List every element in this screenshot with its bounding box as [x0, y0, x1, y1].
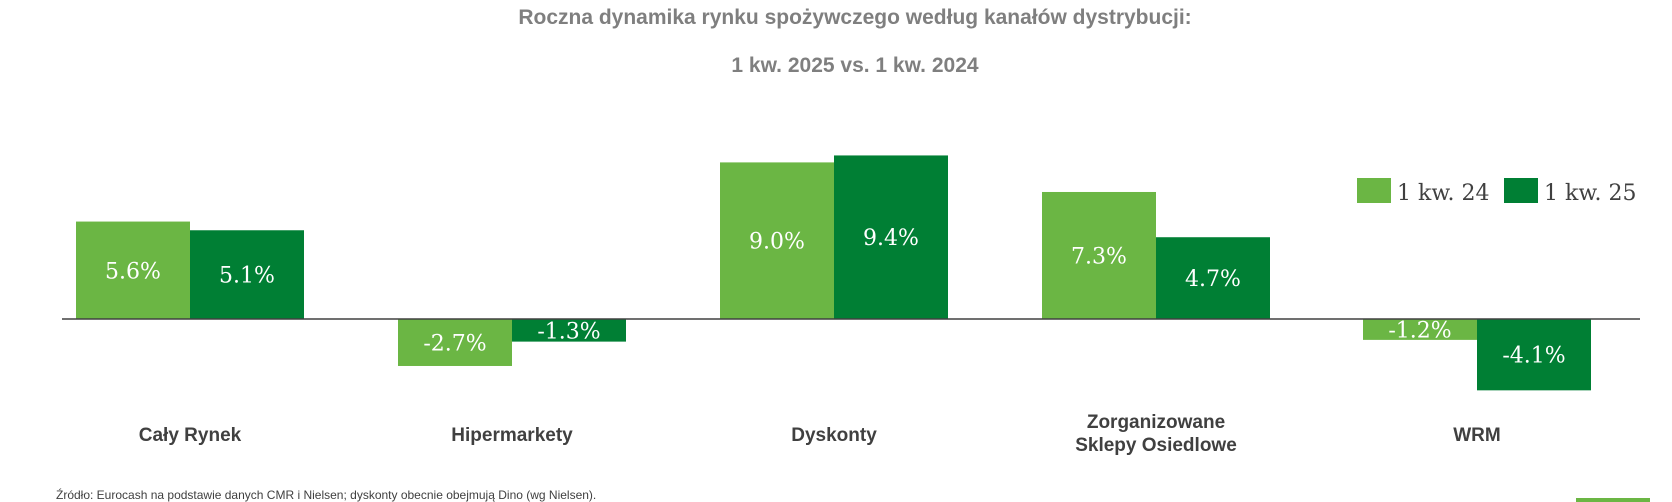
category-label: WRM: [1453, 425, 1500, 446]
bar-q1-24-2: [720, 162, 834, 319]
bar-q1-24-4: [1363, 319, 1477, 340]
category-labels-layer: Cały Rynek Hipermarkety Dyskonty Zorganizow…: [139, 412, 1501, 456]
legend-label-q1-24: 1 kw. 24: [1397, 181, 1490, 206]
category-label: Cały Rynek: [139, 425, 242, 446]
bar-q1-24-0: [76, 221, 190, 319]
data-label: 9.0%: [749, 230, 805, 255]
legend-swatch-q1-25: [1504, 178, 1538, 203]
bar-q1-24-1: [398, 319, 512, 366]
chart-title: Roczna dynamika rynku spożywczego według…: [518, 6, 1191, 29]
bar-q1-25-1: [512, 319, 626, 342]
data-label: 7.3%: [1071, 244, 1127, 269]
data-label: -1.3%: [537, 319, 600, 344]
data-label: 5.6%: [105, 259, 161, 284]
source-note: Źródło: Eurocash na podstawie danych CMR…: [56, 487, 596, 502]
category-label: Dyskonty: [791, 425, 877, 446]
bar-q1-25-3: [1156, 237, 1270, 319]
category-label: Hipermarkety: [451, 425, 573, 446]
corner-accent-bar: [1576, 498, 1650, 502]
category-label: Sklepy Osiedlowe: [1075, 435, 1237, 456]
data-label: 9.4%: [863, 226, 919, 251]
bars-layer: [76, 155, 1591, 391]
data-label: -4.1%: [1502, 344, 1565, 369]
chart-subtitle: 1 kw. 2025 vs. 1 kw. 2024: [731, 54, 978, 77]
data-label: 4.7%: [1185, 267, 1241, 292]
legend: 1 kw. 24 1 kw. 25: [1357, 178, 1637, 206]
data-label: 5.1%: [219, 264, 275, 289]
data-label: -2.7%: [423, 331, 486, 356]
data-label: -1.2%: [1388, 318, 1451, 343]
bar-q1-25-4: [1477, 319, 1591, 391]
category-label: Zorganizowane: [1087, 412, 1225, 433]
bar-q1-25-2: [834, 155, 948, 319]
bar-q1-25-0: [190, 230, 304, 319]
legend-label-q1-25: 1 kw. 25: [1544, 181, 1637, 206]
bar-q1-24-3: [1042, 191, 1156, 319]
data-labels-layer: 5.6% 5.1% -2.7% -1.3% 9.0% 9.4% 7.3% 4.7% -1.2% -…: [105, 226, 1566, 368]
legend-swatch-q1-24: [1357, 178, 1391, 203]
